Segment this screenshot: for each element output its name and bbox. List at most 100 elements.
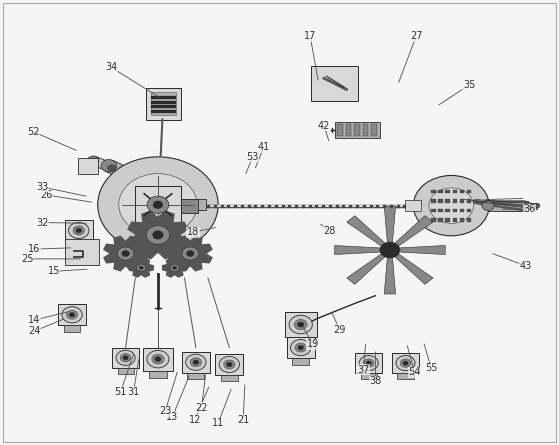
Bar xyxy=(311,66,358,101)
Circle shape xyxy=(136,264,146,271)
Bar xyxy=(446,209,450,212)
Circle shape xyxy=(116,350,135,365)
Bar xyxy=(58,304,86,325)
Bar xyxy=(467,209,471,212)
Text: 12: 12 xyxy=(188,415,201,425)
Bar xyxy=(143,348,173,371)
Bar xyxy=(459,209,464,212)
Polygon shape xyxy=(105,160,152,189)
Bar xyxy=(459,199,464,202)
Polygon shape xyxy=(91,157,114,172)
Circle shape xyxy=(291,340,311,356)
Circle shape xyxy=(147,196,169,214)
Text: 14: 14 xyxy=(28,315,40,325)
Circle shape xyxy=(294,320,307,330)
Bar xyxy=(392,353,419,373)
Polygon shape xyxy=(394,253,433,284)
Circle shape xyxy=(122,251,129,257)
Bar xyxy=(287,337,315,358)
Bar xyxy=(356,353,382,373)
Circle shape xyxy=(108,165,116,171)
Bar xyxy=(371,124,377,137)
Polygon shape xyxy=(347,216,386,247)
Circle shape xyxy=(117,247,134,260)
Text: 34: 34 xyxy=(105,62,117,72)
Circle shape xyxy=(193,360,198,364)
Circle shape xyxy=(155,357,161,362)
Circle shape xyxy=(88,156,99,165)
Polygon shape xyxy=(128,211,188,259)
Polygon shape xyxy=(129,259,153,277)
Circle shape xyxy=(62,307,82,323)
Bar xyxy=(151,96,176,99)
Text: 51: 51 xyxy=(115,387,127,397)
Circle shape xyxy=(139,266,143,269)
Bar xyxy=(446,190,450,193)
Bar xyxy=(285,312,317,337)
Bar xyxy=(446,218,450,222)
Circle shape xyxy=(153,201,163,209)
Circle shape xyxy=(534,203,540,208)
Text: 35: 35 xyxy=(463,80,475,90)
Bar xyxy=(467,218,471,222)
Bar xyxy=(335,122,380,138)
Bar xyxy=(70,241,87,247)
Circle shape xyxy=(73,226,84,235)
Text: 26: 26 xyxy=(40,190,53,200)
Circle shape xyxy=(147,350,169,368)
Text: 36: 36 xyxy=(523,204,536,214)
Text: 21: 21 xyxy=(237,415,249,425)
Circle shape xyxy=(190,358,201,367)
Circle shape xyxy=(119,174,197,236)
Circle shape xyxy=(187,251,194,257)
Circle shape xyxy=(101,159,117,172)
Bar xyxy=(438,209,443,212)
Circle shape xyxy=(67,310,78,319)
Circle shape xyxy=(224,360,235,369)
Bar xyxy=(453,209,457,212)
Circle shape xyxy=(298,345,304,350)
Circle shape xyxy=(396,356,415,371)
Circle shape xyxy=(413,175,489,236)
Bar xyxy=(338,124,343,137)
Circle shape xyxy=(380,242,400,258)
Circle shape xyxy=(524,202,532,209)
Bar xyxy=(453,199,457,202)
Bar xyxy=(431,190,435,193)
Text: 22: 22 xyxy=(195,403,208,413)
Bar xyxy=(459,190,464,193)
Bar xyxy=(146,88,181,120)
Bar xyxy=(151,105,176,109)
Circle shape xyxy=(363,359,374,367)
Text: 15: 15 xyxy=(48,266,60,276)
Bar xyxy=(182,352,210,373)
Bar xyxy=(181,199,206,210)
Bar xyxy=(431,199,435,202)
Text: 42: 42 xyxy=(318,121,330,131)
Text: 33: 33 xyxy=(36,182,49,192)
Circle shape xyxy=(186,354,206,370)
Bar xyxy=(292,358,309,364)
Circle shape xyxy=(69,222,89,239)
Circle shape xyxy=(523,202,532,209)
Circle shape xyxy=(69,312,75,317)
Circle shape xyxy=(289,315,312,334)
Bar xyxy=(151,93,176,115)
Bar xyxy=(65,220,93,241)
Text: 18: 18 xyxy=(187,227,199,237)
Bar xyxy=(361,373,377,379)
Bar xyxy=(431,209,435,212)
Text: 16: 16 xyxy=(28,244,40,254)
Bar xyxy=(187,373,204,379)
Circle shape xyxy=(182,247,198,260)
Polygon shape xyxy=(394,216,433,247)
Text: 38: 38 xyxy=(369,376,382,386)
Bar xyxy=(64,325,80,332)
Bar xyxy=(405,200,420,211)
Polygon shape xyxy=(347,253,386,284)
Text: 27: 27 xyxy=(410,31,423,41)
Bar xyxy=(215,354,243,375)
Bar xyxy=(221,375,238,381)
Circle shape xyxy=(297,322,304,327)
Bar xyxy=(453,218,457,222)
